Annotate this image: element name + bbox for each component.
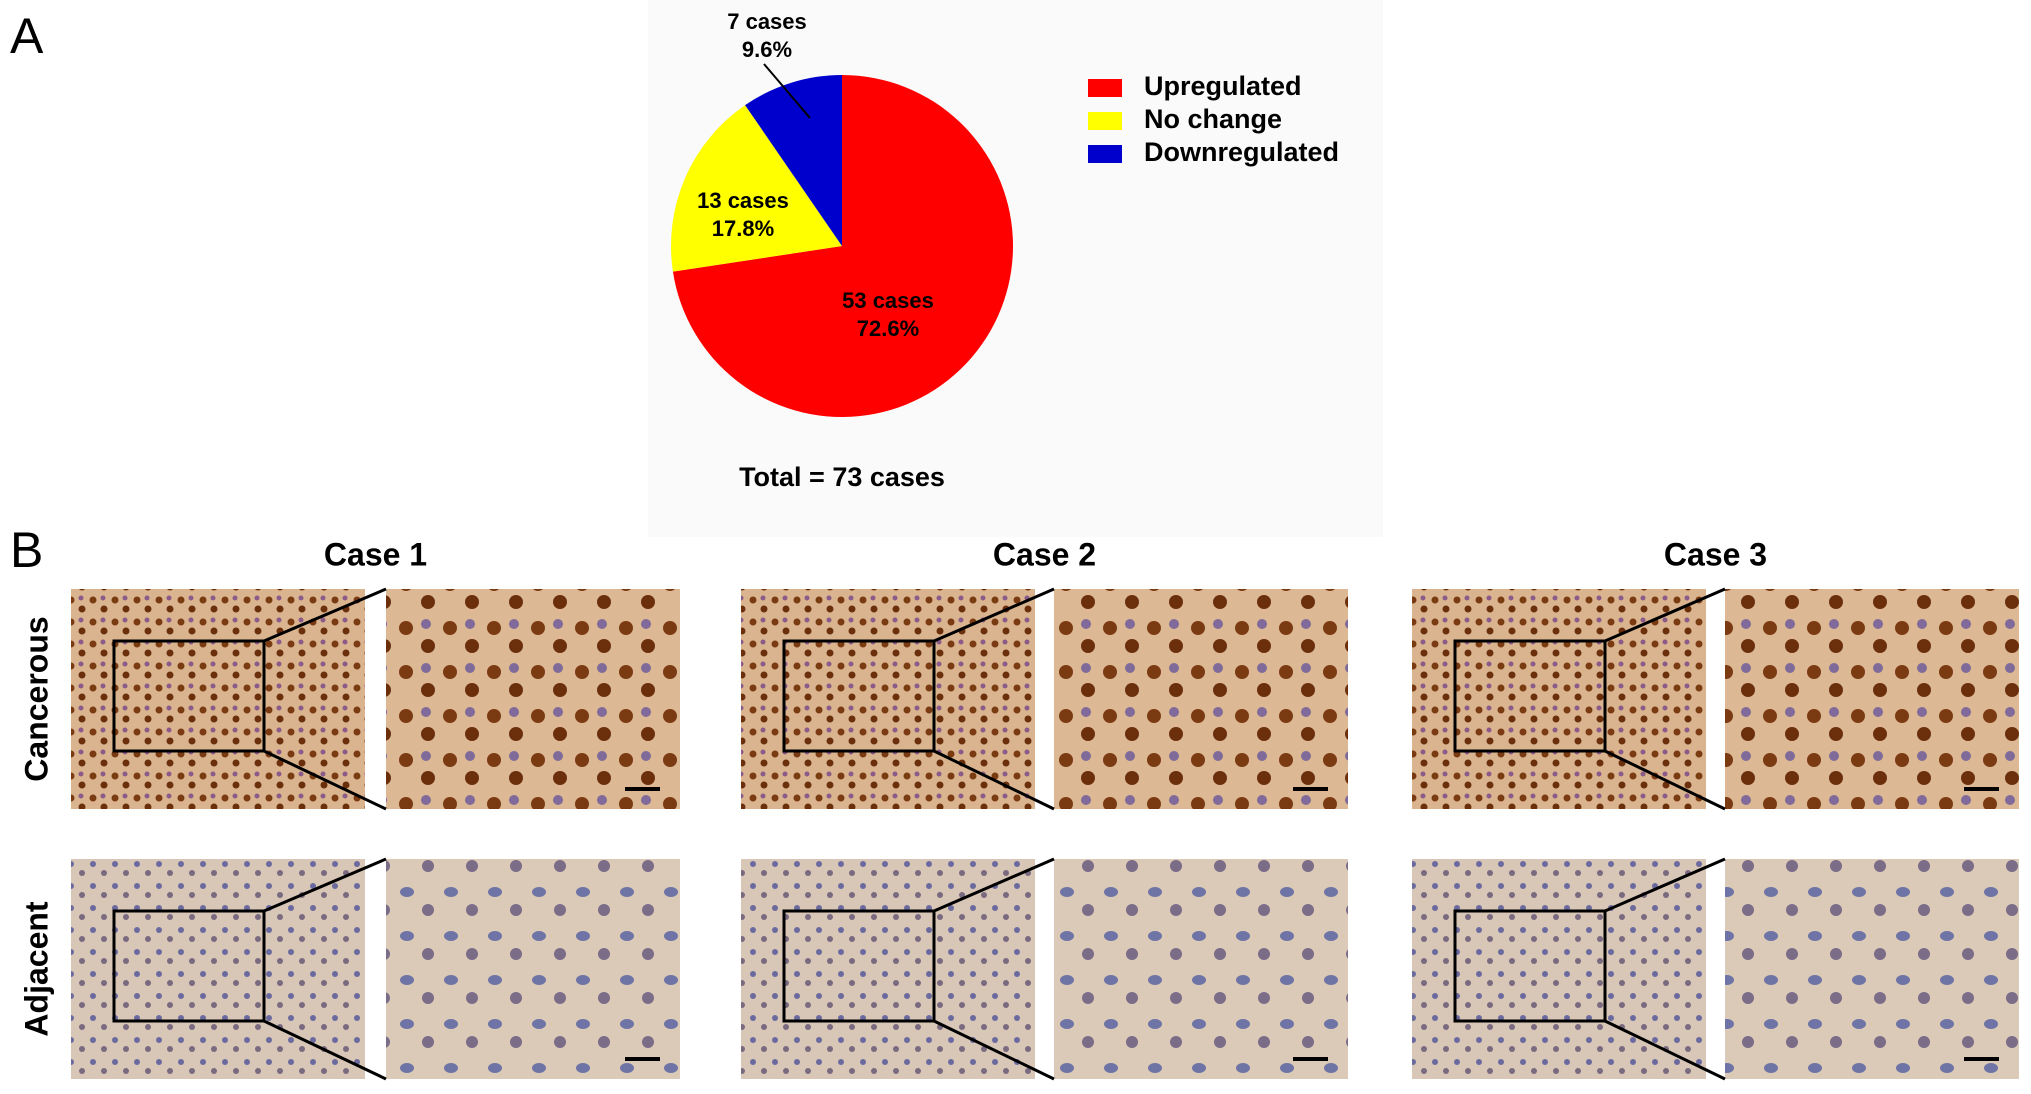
row-label: Adjacent — [18, 901, 54, 1036]
zoom-line — [263, 857, 387, 913]
micrograph-zoom — [1725, 589, 2019, 809]
legend-swatch — [1088, 112, 1122, 130]
micrograph — [71, 859, 365, 1079]
zoom-line — [1604, 749, 1726, 811]
inset-box — [782, 639, 936, 753]
zoom-line — [1604, 1019, 1726, 1081]
legend-label: No change — [1144, 104, 1282, 134]
panel-label: B — [10, 522, 43, 578]
total-label: Total = 73 cases — [739, 462, 945, 492]
micrograph — [741, 589, 1035, 809]
zoom-line — [1604, 857, 1726, 913]
slice-percent-label: 72.6% — [857, 316, 919, 341]
legend-swatch — [1088, 145, 1122, 163]
zoom-line — [933, 1019, 1055, 1081]
zoom-line — [933, 587, 1055, 643]
micrograph-zoom — [386, 589, 680, 809]
micrograph-zoom — [386, 859, 680, 1079]
case-label: Case 1 — [324, 536, 427, 572]
legend-swatch — [1088, 79, 1122, 97]
legend-label: Upregulated — [1144, 71, 1302, 101]
micrograph-zoom — [1054, 859, 1348, 1079]
histology-panels: Case 1 Case 2 Case 3 Cancerous Adjacent — [18, 536, 2019, 1081]
zoom-line — [263, 1019, 387, 1081]
micrograph — [1412, 589, 1706, 809]
panel-label: A — [10, 8, 44, 64]
inset-box — [1453, 909, 1607, 1023]
inset-box — [1453, 639, 1607, 753]
micrograph-zoom — [1054, 589, 1348, 809]
pie-slice — [671, 105, 842, 272]
legend-label: Downregulated — [1144, 137, 1339, 167]
micrograph — [741, 859, 1035, 1079]
inset-box — [112, 639, 266, 753]
pie-chart: 53 cases 72.6% 13 cases 17.8% 7 cases 9.6% Upr… — [671, 9, 1339, 492]
micrograph — [71, 589, 365, 809]
case-label: Case 3 — [1664, 536, 1767, 572]
inset-box — [782, 909, 936, 1023]
slice-count-label: 53 cases — [842, 288, 934, 313]
micrograph-zoom — [1725, 859, 2019, 1079]
slice-count-label: 13 cases — [697, 188, 789, 213]
pie-slice — [745, 75, 842, 246]
slice-count-label: 7 cases — [727, 9, 807, 34]
zoom-line — [933, 857, 1055, 913]
zoom-line — [263, 587, 387, 643]
zoom-line — [263, 749, 387, 811]
row-label: Cancerous — [18, 616, 54, 781]
leader-line — [763, 63, 811, 119]
slice-percent-label: 17.8% — [712, 216, 774, 241]
case-label: Case 2 — [993, 536, 1096, 572]
zoom-line — [1604, 587, 1726, 643]
slice-percent-label: 9.6% — [742, 37, 792, 62]
pie-slice — [672, 75, 1014, 417]
micrograph — [1412, 859, 1706, 1079]
zoom-line — [933, 749, 1055, 811]
inset-box — [112, 909, 266, 1023]
